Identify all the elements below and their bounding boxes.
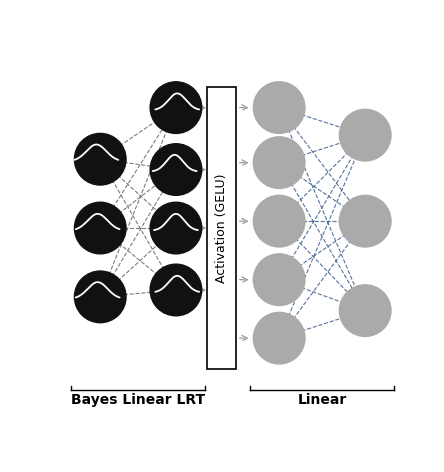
Circle shape	[254, 195, 305, 247]
Circle shape	[150, 264, 202, 316]
Circle shape	[254, 254, 305, 305]
Bar	[207, 87, 236, 369]
Circle shape	[254, 312, 305, 364]
Text: Activation (GELU): Activation (GELU)	[215, 173, 228, 283]
Circle shape	[254, 137, 305, 188]
Circle shape	[75, 202, 126, 254]
Circle shape	[339, 285, 391, 337]
Circle shape	[254, 82, 305, 134]
Text: Linear: Linear	[297, 393, 347, 407]
Circle shape	[75, 134, 126, 185]
Circle shape	[150, 202, 202, 254]
Circle shape	[339, 195, 391, 247]
Circle shape	[339, 110, 391, 161]
Circle shape	[150, 82, 202, 134]
Circle shape	[75, 271, 126, 323]
Circle shape	[150, 144, 202, 195]
Text: Bayes Linear LRT: Bayes Linear LRT	[71, 393, 205, 407]
